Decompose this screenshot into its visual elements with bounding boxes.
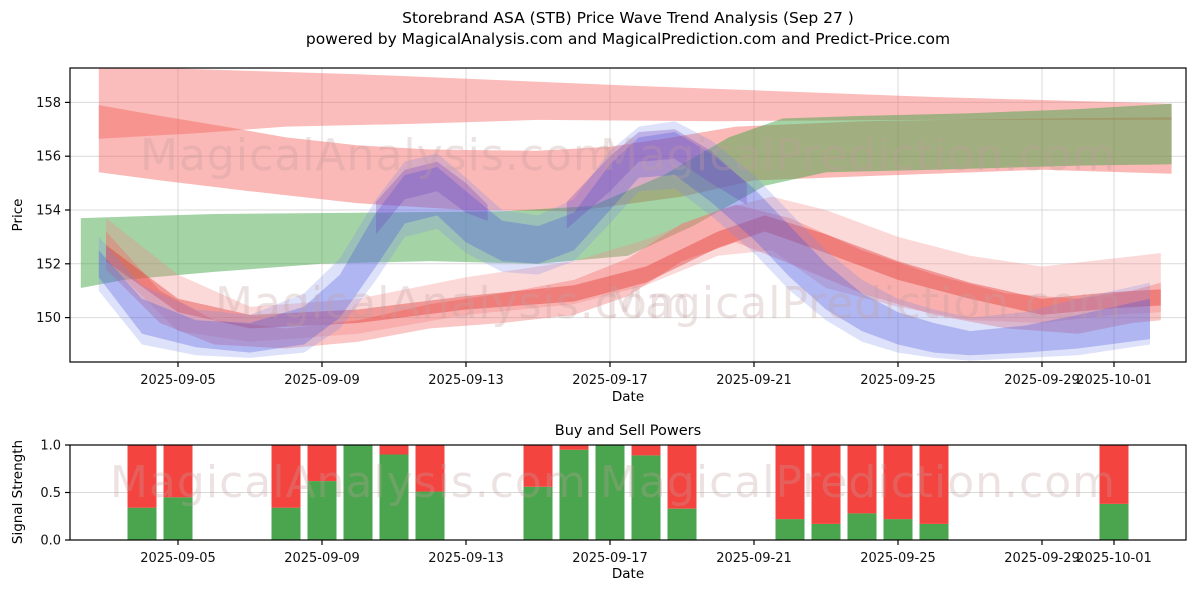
sell-power-bar [559,445,589,450]
bottom-date-axis-label: Date [611,566,645,582]
sell-power-bar [127,445,157,508]
buy-power-bar [271,507,301,540]
sell-power-bar [1099,445,1129,504]
buy-power-bar [1099,503,1129,540]
red-core-band-band [106,215,1161,329]
price-tick-label: 150 [36,311,61,326]
buy-power-bar [667,508,697,540]
purple-crest-sep10-band [376,161,488,235]
upper-red-band-top-band [98,68,1172,139]
pink-fan-wide-band [106,196,1161,342]
figure-title-line2: powered by MagicalAnalysis.com and Magic… [305,30,951,48]
buy-power-bar [415,491,445,540]
date-tick-label: 2025-09-29 [1004,551,1080,566]
date-tick-label: 2025-09-21 [716,373,792,388]
sell-power-bar [883,445,913,520]
sell-power-bar [415,445,445,492]
date-tick-label: 2025-10-01 [1076,373,1152,388]
price-tick-label: 152 [36,257,61,272]
date-tick-label: 2025-09-05 [140,373,216,388]
watermark-text: MagicalPrediction.com [600,457,1116,508]
top-date-axis-label: Date [611,389,645,405]
pink-fan-narrow-band [106,204,1161,349]
buy-power-bar [595,445,625,540]
price-tick-label: 158 [36,96,61,111]
blue-wave-halo-band [98,121,1150,361]
buy-power-bar [775,519,805,540]
watermark-text: MagicalPrediction.com [600,130,1116,181]
date-tick-label: 2025-09-29 [1004,373,1080,388]
sell-power-bar [163,445,193,498]
watermark-text: MagicalAnalysis.com [215,278,692,329]
buy-power-bar [127,507,157,540]
signal-tick-label: 1.0 [40,439,61,454]
price-axis-label: Price [10,198,26,232]
sell-power-bar [379,445,409,455]
buy-power-bar [631,455,661,540]
buy-power-bar [847,513,877,540]
price-wave-plot: MagicalAnalysis.comMagicalPrediction.com… [36,67,1187,388]
sell-power-bar [271,445,301,508]
sell-power-bar [811,445,841,524]
buy-power-bar [811,523,841,540]
date-tick-label: 2025-09-09 [284,373,360,388]
buy-power-bar [883,519,913,540]
date-tick-label: 2025-09-25 [860,373,936,388]
date-tick-label: 2025-10-01 [1076,551,1152,566]
price-tick-label: 156 [36,150,61,165]
watermark-text: MagicalPrediction.com [606,278,1122,329]
date-tick-label: 2025-09-17 [572,373,648,388]
sell-power-bar [919,445,949,524]
figure-title-line1: Storebrand ASA (STB) Price Wave Trend An… [402,9,854,27]
sell-power-bar [775,445,805,520]
date-tick-label: 2025-09-05 [140,551,216,566]
watermark-text: MagicalAnalysis.com [110,457,587,508]
price-tick-label: 154 [36,204,61,219]
signal-strength-axis-label: Signal Strength [10,439,26,545]
buy-power-bar [559,449,589,540]
sell-power-bar [523,445,553,487]
date-tick-label: 2025-09-21 [716,551,792,566]
buy-power-bar [343,445,373,540]
upper-red-band-cross-band [98,105,1172,212]
date-tick-label: 2025-09-13 [428,551,504,566]
buy-power-bar [379,454,409,540]
date-tick-label: 2025-09-13 [428,373,504,388]
date-tick-label: 2025-09-17 [572,551,648,566]
buy-power-bar [523,486,553,540]
signal-tick-label: 0.0 [40,534,61,549]
purple-crest-sep17-band [566,129,747,229]
figure-title: Storebrand ASA (STB) Price Wave Trend An… [70,8,1186,50]
buy-sell-powers-plot: MagicalAnalysis.com MagicalPrediction.com… [40,439,1187,566]
green-trend-band-band [80,103,1172,288]
sell-power-bar [631,445,661,456]
sell-power-bar [307,445,337,482]
signal-tick-label: 0.5 [40,486,61,501]
watermark-text: MagicalAnalysis.com [140,130,617,181]
buy-power-bar [163,497,193,540]
bottom-chart-title: Buy and Sell Powers [554,423,702,439]
buy-power-bar [307,481,337,540]
buy-power-bar [919,523,949,540]
blue-wave-band-band [98,132,1150,356]
sell-power-bar [667,445,697,509]
date-tick-label: 2025-09-25 [860,551,936,566]
date-tick-label: 2025-09-09 [284,551,360,566]
sell-power-bar [847,445,877,514]
top-plot-border [69,67,1187,363]
